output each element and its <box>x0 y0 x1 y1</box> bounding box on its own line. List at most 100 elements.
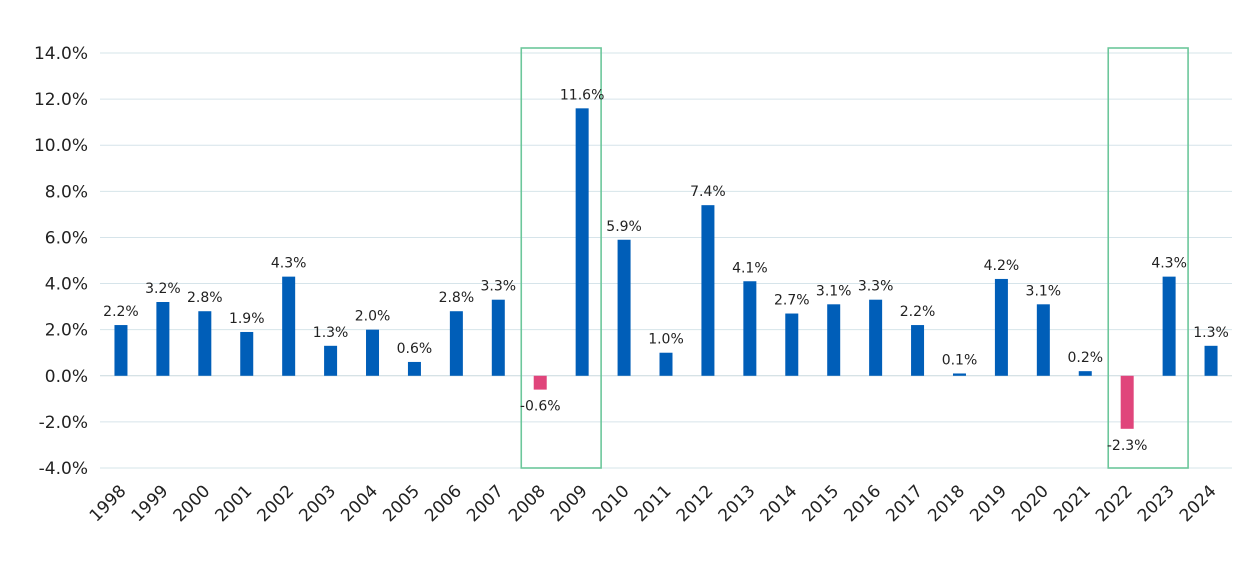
y-tick-label: 6.0% <box>45 228 88 248</box>
highlight-box <box>520 47 602 469</box>
x-tick-label: 2022 <box>1092 481 1137 526</box>
data-label: 5.9% <box>606 219 642 235</box>
x-tick-label: 2024 <box>1176 481 1221 526</box>
data-label: 4.3% <box>1151 256 1187 272</box>
x-tick-label: 2005 <box>379 481 424 526</box>
y-tick-label: 4.0% <box>45 275 88 295</box>
y-tick-label: 10.0% <box>34 136 88 156</box>
x-tick-label: 2000 <box>170 481 215 526</box>
bar <box>324 345 338 376</box>
y-tick-label: 0.0% <box>45 367 88 387</box>
bar <box>282 276 296 376</box>
data-label: 4.2% <box>984 258 1020 274</box>
data-label: 1.3% <box>1193 325 1229 341</box>
highlight-box <box>1107 47 1189 469</box>
y-tick-label: 2.0% <box>45 321 88 341</box>
x-tick-label: 2015 <box>799 481 844 526</box>
data-label: 4.3% <box>271 256 307 272</box>
data-labels: 2.2% 3.2% 2.8% 1.9% 4.3% 1.3% 2.0% 0.6% 2.8% 3.3%… <box>103 87 1229 453</box>
data-label: 3.3% <box>481 279 517 295</box>
bar <box>994 278 1008 376</box>
data-label: 0.6% <box>397 341 433 357</box>
data-label: 0.1% <box>942 352 978 368</box>
bar <box>869 299 883 376</box>
bar <box>198 311 212 376</box>
y-tick-label: 8.0% <box>45 182 88 202</box>
bar <box>1204 345 1218 376</box>
x-tick-label: 2002 <box>253 481 298 526</box>
bar <box>533 375 547 390</box>
y-tick-label: -2.0% <box>39 413 88 433</box>
bar <box>701 205 715 376</box>
x-tick-label: 2023 <box>1134 481 1179 526</box>
x-tick-label: 2010 <box>589 481 634 526</box>
y-tick-label: 14.0% <box>34 44 88 64</box>
x-tick-label: 2011 <box>631 481 676 526</box>
bar <box>659 352 673 376</box>
data-label: 2.2% <box>900 304 936 320</box>
x-tick-label: 1998 <box>86 481 131 526</box>
y-tick-label: 12.0% <box>34 90 88 110</box>
data-label: 3.1% <box>816 283 852 299</box>
data-label: 3.2% <box>145 281 181 297</box>
data-label: 2.0% <box>355 309 391 325</box>
bar <box>575 108 589 376</box>
y-tick-label: -4.0% <box>39 459 88 479</box>
data-label: 1.0% <box>648 332 684 348</box>
x-tick-label: 2021 <box>1050 481 1095 526</box>
bars <box>114 108 1218 429</box>
data-label: 0.2% <box>1067 350 1103 366</box>
x-tick-label: 2014 <box>757 481 802 526</box>
data-label: 2.8% <box>439 290 475 306</box>
data-label: 3.1% <box>1026 283 1062 299</box>
data-label: 4.1% <box>732 260 768 276</box>
bar <box>743 281 757 376</box>
x-tick-label: 2001 <box>212 481 257 526</box>
bar <box>1036 304 1050 376</box>
x-axis-ticks: 1998199920002001200220032004200520062007… <box>86 481 1221 526</box>
data-label: 3.3% <box>858 279 894 295</box>
x-tick-label: 2020 <box>1008 481 1053 526</box>
bar <box>911 325 925 376</box>
data-label: 2.8% <box>187 290 223 306</box>
data-label: -0.6% <box>520 399 561 415</box>
x-tick-label: 2006 <box>421 481 466 526</box>
bar <box>491 299 505 376</box>
bar <box>366 329 380 376</box>
bar <box>156 302 170 376</box>
x-tick-label: 2012 <box>673 481 718 526</box>
bar <box>1078 371 1092 376</box>
data-label: 11.6% <box>560 87 604 103</box>
data-label: 2.2% <box>103 304 139 320</box>
bar <box>407 361 421 376</box>
bar <box>952 373 966 376</box>
highlight-boxes <box>520 47 1189 469</box>
y-axis-ticks: -4.0% -2.0% 0.0% 2.0% 4.0% 6.0% 8.0% 10.0% 12.0%… <box>34 44 88 479</box>
x-tick-label: 2009 <box>547 481 592 526</box>
data-label: 7.4% <box>690 184 726 200</box>
x-tick-label: 2008 <box>505 481 550 526</box>
data-label: -2.3% <box>1107 438 1148 454</box>
bar <box>114 325 128 376</box>
bar <box>617 239 631 376</box>
bar <box>240 331 254 376</box>
x-tick-label: 2017 <box>882 481 927 526</box>
x-tick-label: 2018 <box>924 481 969 526</box>
bar <box>827 304 841 376</box>
data-label: 1.3% <box>313 325 349 341</box>
data-label: 2.7% <box>774 293 810 309</box>
data-label: 1.9% <box>229 311 265 327</box>
x-tick-label: 2007 <box>463 481 508 526</box>
x-tick-label: 2019 <box>966 481 1011 526</box>
x-tick-label: 2016 <box>840 481 885 526</box>
bar <box>785 313 799 376</box>
bar <box>1162 276 1176 376</box>
bar <box>449 311 463 376</box>
bar <box>1120 375 1134 429</box>
x-tick-label: 2004 <box>337 481 382 526</box>
gridlines <box>100 52 1232 469</box>
x-tick-label: 2013 <box>715 481 760 526</box>
x-tick-label: 1999 <box>128 481 173 526</box>
x-tick-label: 2003 <box>295 481 340 526</box>
